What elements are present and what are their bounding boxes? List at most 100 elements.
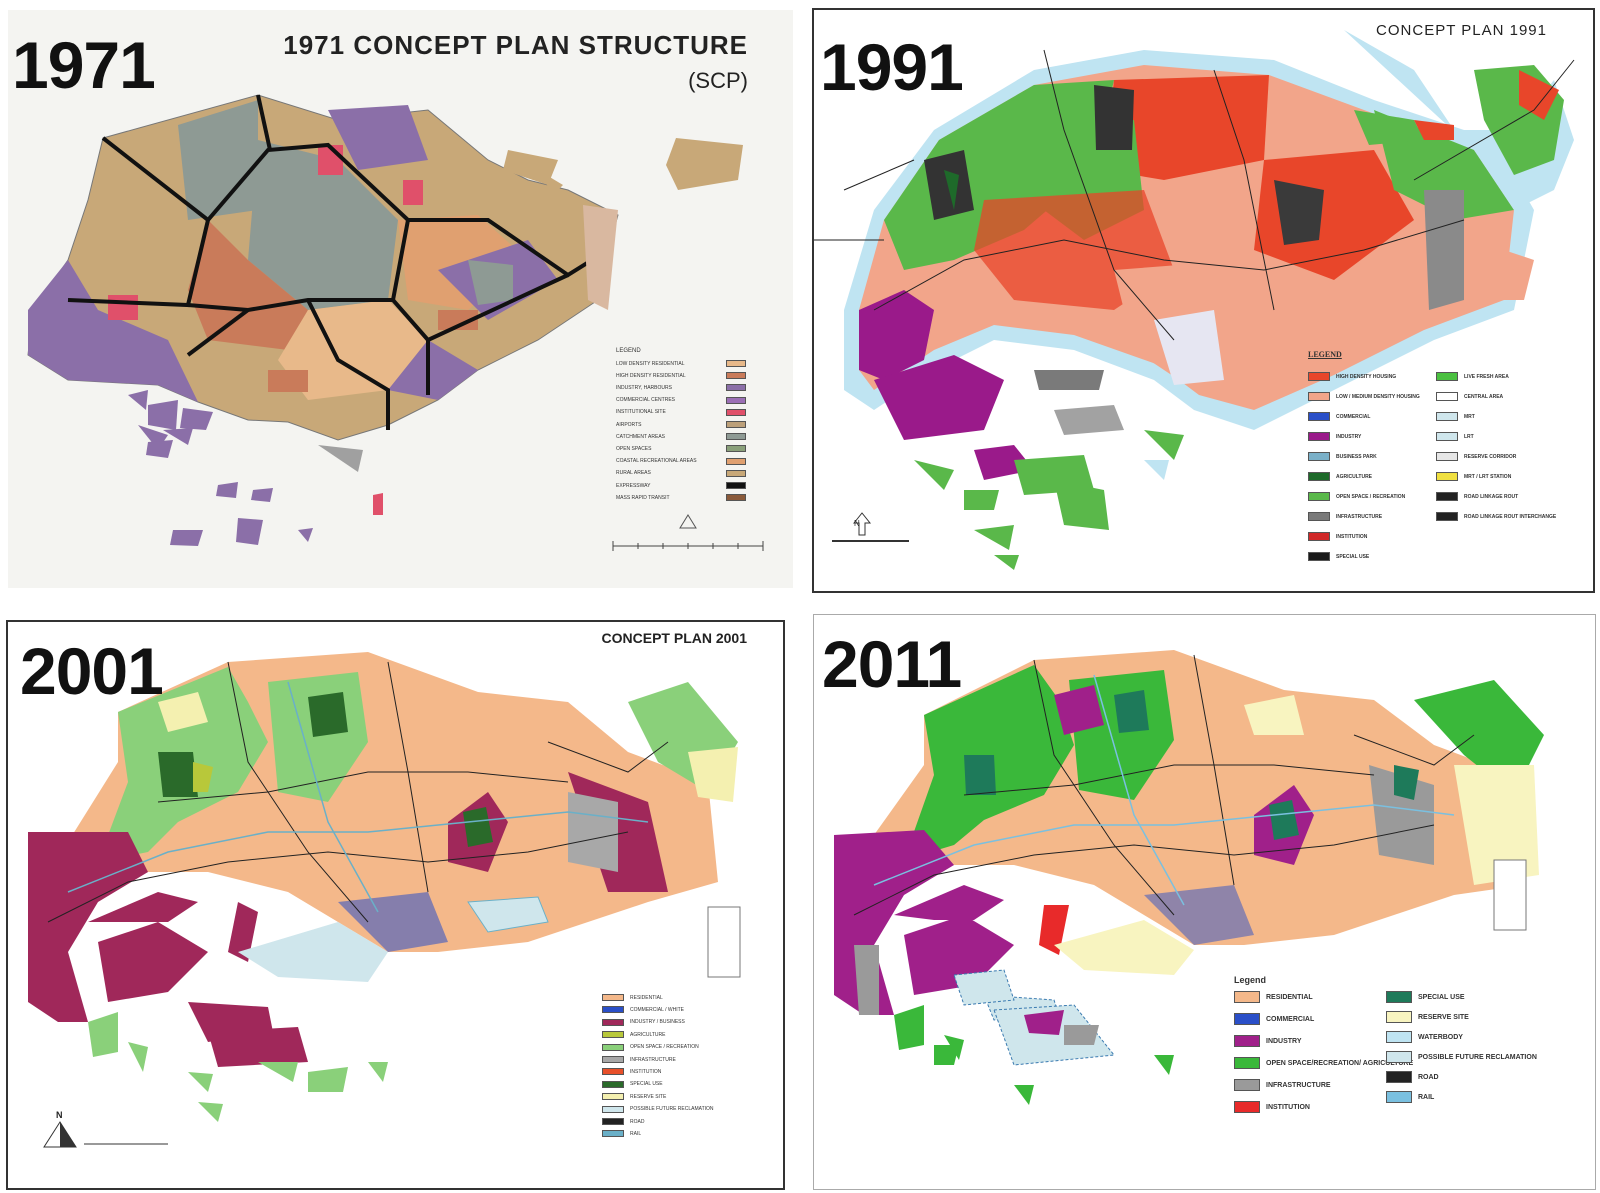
year-label: 2001 [20,634,164,708]
legend-item-label: AGRICULTURE [630,1031,666,1038]
legend-item-label: SPECIAL USE [630,1081,663,1088]
legend-swatch [1234,1013,1260,1025]
legend-item-label: POSSIBLE FUTURE RECLAMATION [630,1106,714,1113]
legend-item: POSSIBLE FUTURE RECLAMATION [1386,1051,1537,1063]
legend-swatch [1436,432,1458,441]
legend-item-label: MASS RAPID TRANSIT [616,494,670,501]
legend-item: HIGH DENSITY RESIDENTIAL [616,372,746,380]
legend-swatch [1308,472,1330,481]
legend-item-label: COMMERCIAL [1336,413,1371,420]
legend-item: INSTITUTIONAL SITE [616,408,746,416]
legend-swatch [1436,512,1458,521]
legend-item-label: LRT [1464,433,1474,440]
legend-item-label: OPEN SPACE / RECREATION [630,1044,699,1051]
legend-swatch [726,445,746,453]
legend-swatch [1386,991,1412,1003]
legend-1971: LEGEND LOW DENSITY RESIDENTIAL HIGH DENSI… [614,348,779,513]
year-label: 1971 [12,28,156,102]
legend-swatch [1386,1051,1412,1063]
legend-swatch [1308,412,1330,421]
legend-item: LOW DENSITY RESIDENTIAL [616,360,746,367]
legend-swatch [726,360,746,367]
legend-item-label: INSTITUTION [630,1068,662,1075]
legend-swatch [602,1080,624,1088]
legend-item-label: AGRICULTURE [1336,473,1373,480]
legend-item-label: INDUSTRY, HARBOURS [616,384,672,391]
legend-item: RAIL [1386,1091,1434,1103]
legend-swatch [1436,452,1458,461]
legend-item-label: INDUSTRY [1336,433,1362,440]
legend-item: AIRPORTS [616,421,746,428]
legend-swatch [1308,452,1330,461]
legend-item-label: CENTRAL AREA [1464,393,1504,400]
map-subtitle: (SCP) [688,68,748,93]
legend-swatch [1234,1035,1260,1047]
legend-swatch [726,469,746,477]
legend-item: COMMERCIAL [1308,412,1370,421]
legend-swatch [1308,392,1330,401]
legend-item-label: AIRPORTS [616,421,642,428]
legend-item: RESERVE SITE [602,1093,667,1101]
legend-item-label: ROAD [1418,1073,1439,1081]
legend-item-label: LOW DENSITY RESIDENTIAL [616,360,685,367]
legend-item: EXPRESSWAY [616,482,746,489]
legend-item-label: INFRASTRUCTURE [630,1056,676,1063]
panel-1971: 1971 1971 CONCEPT PLAN STRUCTURE (SCP) L… [8,10,793,588]
legend-swatch [726,384,746,392]
legend-swatch [1436,372,1458,381]
map-title: CONCEPT PLAN 1991 [1376,22,1547,39]
legend-item: INDUSTRY, HARBOURS [616,384,746,392]
legend-item: OPEN SPACE / RECREATION [1308,492,1405,501]
legend-swatch [1234,1057,1260,1069]
legend-swatch [1308,492,1330,501]
panel-2001: 2001 CONCEPT PLAN 2001 N RESIDENTIAL COMM… [6,620,785,1190]
legend-swatch [602,1056,624,1063]
legend-swatch [1386,1031,1412,1043]
legend-item-label: RESERVE CORRIDOR [1464,453,1517,460]
legend-item-label: INSTITUTION [1336,533,1368,540]
legend-item: RESIDENTIAL [602,994,663,1001]
legend-item: MRT [1436,412,1475,421]
legend-2011: Legend RESIDENTIAL COMMERCIAL INDUSTRY OPEN… [1234,973,1589,1173]
legend-item-label: RESERVE SITE [630,1093,667,1100]
legend-swatch [1308,532,1330,541]
legend-item-label: OPEN SPACE/RECREATION/ AGRICULTURE [1266,1059,1414,1067]
legend-item: COMMERCIAL CENTRES [616,396,746,404]
legend-heading: Legend [1234,975,1267,985]
legend-item: INSTITUTION [1308,532,1367,541]
legend-item-label: RESERVE SITE [1418,1013,1469,1021]
legend-swatch [726,396,746,404]
legend-item: INDUSTRY [1234,1035,1302,1047]
legend-swatch [1308,552,1330,561]
legend-swatch [726,494,746,502]
legend-item: RESERVE SITE [1386,1011,1469,1023]
legend-item: LIVE FRESH AREA [1436,372,1509,381]
legend-swatch [1436,492,1458,501]
legend-item: INSTITUTION [602,1068,662,1076]
legend-swatch [1234,1101,1260,1113]
legend-item: ROAD LINKAGE ROUT INTERCHANGE [1436,512,1556,521]
legend-item: MRT / LRT STATION [1436,472,1511,481]
legend-item-label: BUSINESS PARK [1336,453,1377,460]
legend-swatch [602,1105,624,1113]
map-1971 [27,94,764,551]
legend-item: COMMERCIAL / WHITE [602,1006,684,1014]
legend-item: AGRICULTURE [602,1031,666,1039]
legend-item: INFRASTRUCTURE [1234,1079,1331,1091]
legend-item-label: HIGH DENSITY HOUSING [1336,373,1397,380]
legend-swatch [602,1018,624,1026]
year-label: 2011 [822,627,962,701]
legend-swatch [1308,372,1330,381]
legend-item-label: INDUSTRY [1266,1037,1302,1045]
legend-item: ROAD [602,1118,644,1125]
legend-item-label: MRT [1464,413,1475,420]
legend-item-label: INFRASTRUCTURE [1266,1081,1331,1089]
legend-item: SPECIAL USE [602,1080,663,1088]
legend-item-label: SPECIAL USE [1336,553,1370,560]
legend-swatch [602,1093,624,1101]
legend-item-label: INFRASTRUCTURE [1336,513,1383,520]
legend-heading: LEGEND [616,348,641,354]
panel-2011: 2011 Legend RESIDENTIAL COMMERCIAL INDUSTR… [813,614,1596,1190]
legend-item-label: RURAL AREAS [616,470,651,477]
legend-item-label: COMMERCIAL [1266,1015,1315,1023]
